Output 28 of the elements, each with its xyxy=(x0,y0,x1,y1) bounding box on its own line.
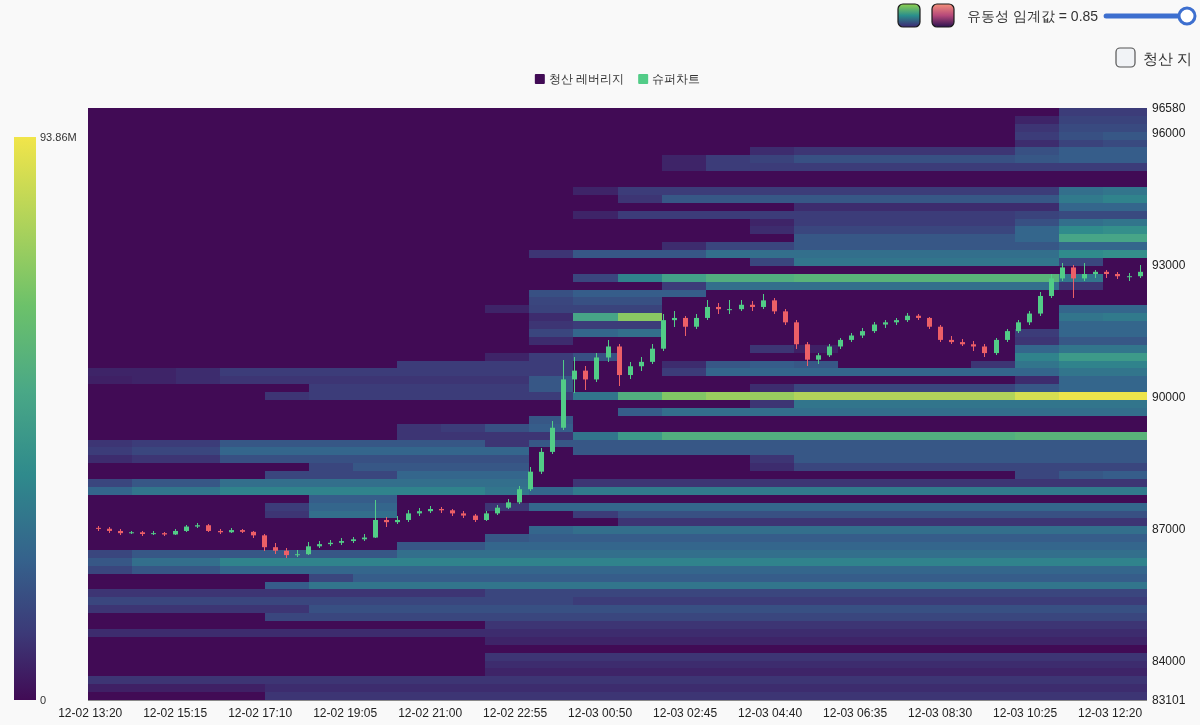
x-tick-label: 12-03 00:50 xyxy=(568,706,633,720)
y-tick-label: 93000 xyxy=(1152,258,1186,273)
color-bar-label: 93.86M xyxy=(40,131,77,143)
legend: 청산 레버리지 슈퍼차트 xyxy=(534,72,701,86)
y-tick-label: 96580 xyxy=(1152,101,1186,115)
x-tick-label: 12-02 13:20 xyxy=(58,706,123,720)
legend-label: 슈퍼차트 xyxy=(652,72,701,86)
text: 청산 지 xyxy=(1143,49,1193,67)
text: 유동성 임계값 = 0.85 xyxy=(967,8,1099,24)
x-tick-label: 12-02 15:15 xyxy=(143,706,208,720)
x-tick-label: 12-02 19:05 xyxy=(313,706,378,720)
x-tick-label: 12-02 22:55 xyxy=(483,706,548,720)
x-tick-label: 12-03 02:45 xyxy=(653,706,718,720)
x-tick-label: 12-02 21:00 xyxy=(398,706,463,720)
color-bar-label: 0 xyxy=(40,694,47,706)
color-bar-title: 청산 레버리지 xyxy=(548,72,625,86)
y-tick-label: 84000 xyxy=(1152,653,1186,668)
x-tick-label: 12-03 04:40 xyxy=(738,706,803,720)
x-tick-label: 12-03 10:25 xyxy=(993,706,1058,720)
x-tick-label: 12-03 08:30 xyxy=(908,706,973,720)
y-tick-label: 90000 xyxy=(1152,389,1186,404)
x-tick-label: 12-03 12:20 xyxy=(1078,706,1143,720)
y-tick-label: 83101 xyxy=(1152,693,1186,707)
y-tick-label: 87000 xyxy=(1152,521,1186,536)
colorbar: 0 93.86M xyxy=(14,131,77,706)
y-tick-label: 96000 xyxy=(1152,126,1186,141)
x-tick-label: 12-03 06:35 xyxy=(823,706,888,720)
x-tick-label: 12-02 17:10 xyxy=(228,706,293,720)
